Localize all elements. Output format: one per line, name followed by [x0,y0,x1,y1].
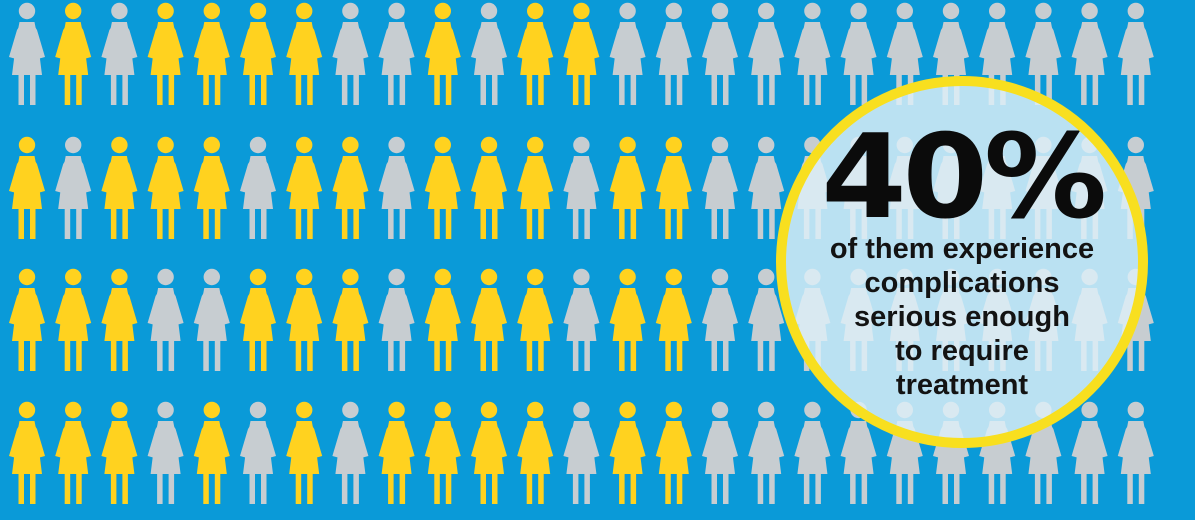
woman-icon [1117,401,1154,504]
statistic-caption-line: complications [864,267,1060,299]
woman-icon [702,136,738,239]
woman-icon [332,401,369,504]
woman-icon [101,401,138,504]
woman-icon [840,2,877,105]
woman-icon [748,2,785,105]
woman-icon [748,401,785,504]
woman-icon [55,136,92,239]
woman-icon [424,268,461,371]
woman-icon [55,268,92,371]
woman-icon [147,2,184,105]
woman-icon [424,136,461,239]
woman-icon [55,2,92,105]
woman-icon [9,2,45,105]
woman-icon [193,2,230,105]
woman-icon [101,136,138,239]
woman-icon [147,268,184,371]
woman-icon [609,2,646,105]
woman-icon [147,136,184,239]
woman-icon [609,401,646,504]
woman-icon [378,136,415,239]
woman-icon [748,268,785,371]
woman-icon [471,401,507,504]
woman-icon [286,2,323,105]
woman-icon [424,2,461,105]
woman-icon [378,401,415,504]
woman-icon [563,136,600,239]
statistic-percentage: 40% [821,110,1107,245]
woman-icon [378,2,415,105]
woman-icon [286,136,323,239]
woman-icon [193,401,230,504]
woman-icon [193,136,230,239]
woman-icon [147,401,184,504]
woman-icon [655,136,692,239]
woman-icon [517,268,554,371]
woman-icon [332,268,369,371]
woman-icon [702,2,738,105]
woman-icon [193,268,230,371]
woman-icon [563,2,600,105]
woman-icon [332,2,369,105]
woman-icon [286,268,323,371]
woman-icon [378,268,415,371]
woman-icon [748,136,785,239]
woman-icon [471,268,507,371]
woman-icon [471,136,507,239]
woman-icon [9,268,45,371]
statistic-caption-line: serious enough [854,301,1070,333]
woman-icon [101,268,138,371]
woman-icon [332,136,369,239]
woman-icon [471,2,507,105]
statistic-caption-line: to require [895,335,1029,367]
woman-icon [609,136,646,239]
woman-icon [563,268,600,371]
woman-icon [517,2,554,105]
woman-icon [1025,2,1062,105]
woman-icon [9,136,45,239]
woman-icon [517,401,554,504]
woman-icon [609,268,646,371]
woman-icon [1071,401,1108,504]
woman-icon [101,2,138,105]
woman-icon [240,401,276,504]
woman-icon [517,136,554,239]
woman-icon [655,268,692,371]
woman-icon [655,401,692,504]
statistic-caption-line: treatment [895,369,1029,401]
woman-icon [702,268,738,371]
woman-icon [240,136,276,239]
statistic-caption-line: of them experience [829,233,1095,265]
woman-icon [9,401,45,504]
statistic-callout: 40% of them experience complications ser… [776,76,1148,448]
woman-icon [563,401,600,504]
woman-icon [424,401,461,504]
woman-icon [286,401,323,504]
woman-icon [55,401,92,504]
woman-icon [794,401,831,504]
statistic-caption: of them experience complications serious… [808,232,1116,402]
woman-icon [655,2,692,105]
woman-icon [1117,2,1154,105]
woman-icon [702,401,738,504]
woman-icon [1071,2,1108,105]
woman-icon [240,2,276,105]
woman-icon [794,2,831,105]
woman-icon [240,268,276,371]
